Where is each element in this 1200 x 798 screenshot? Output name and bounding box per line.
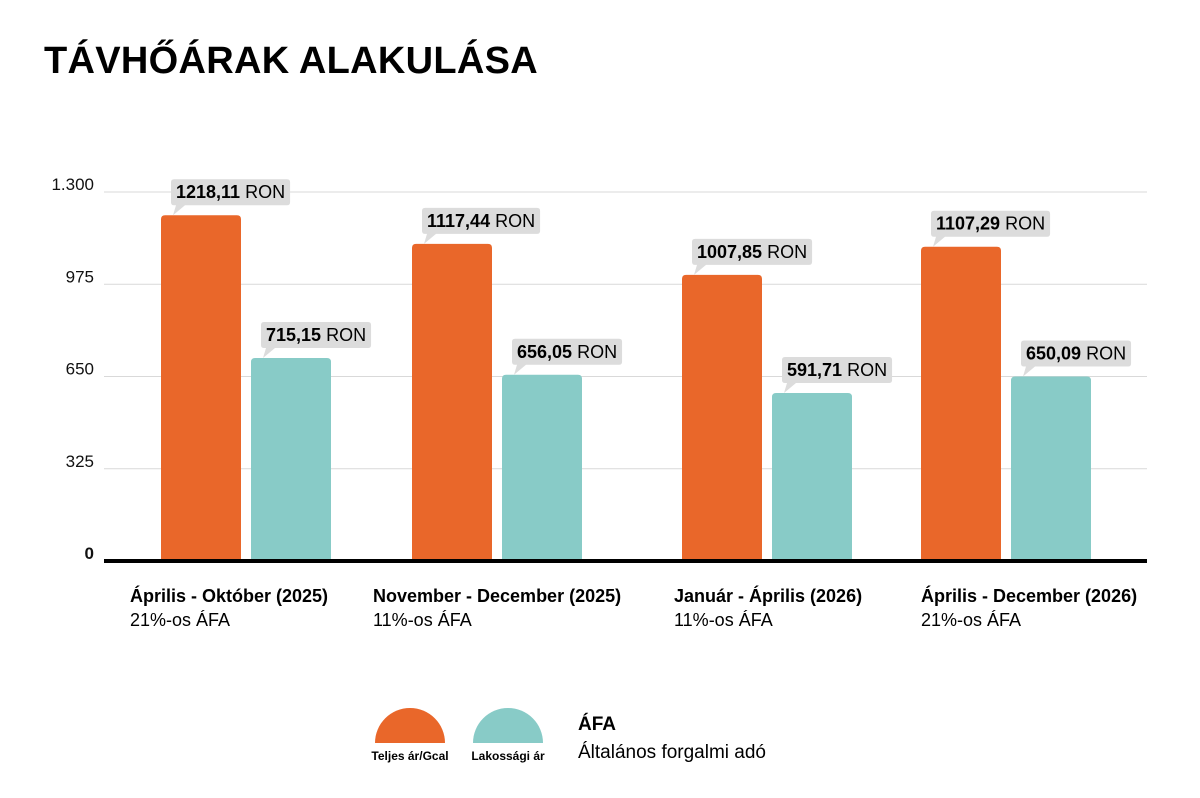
category-sublabel: 21%-os ÁFA — [921, 610, 1021, 630]
legend-label: Teljes ár/Gcal — [371, 749, 448, 763]
category-sublabel: 11%-os ÁFA — [373, 610, 472, 630]
value-label-text: 715,15 RON — [266, 325, 366, 345]
value-label-text: 1218,11 RON — [176, 182, 285, 202]
value-label-number: 591,71 — [787, 360, 842, 380]
legend: Teljes ár/Gcal Lakossági ár — [371, 708, 545, 763]
value-label-number: 1107,29 — [936, 214, 1000, 234]
category-label: November - December (2025) — [373, 586, 621, 606]
value-label-box — [171, 179, 291, 216]
category-sublabel: 21%-os ÁFA — [130, 610, 230, 630]
page-title: TÁVHŐÁRAK ALAKULÁSA — [44, 40, 539, 82]
value-label-number: 656,05 — [517, 342, 572, 362]
value-label-unit: RON — [842, 360, 887, 380]
category-sublabel: 11%-os ÁFA — [674, 610, 773, 630]
value-label: 715,15 RON — [261, 322, 372, 359]
category-label: Április - December (2026) — [921, 585, 1137, 606]
value-label: 1007,85 RON — [692, 238, 813, 275]
value-label-number: 650,09 — [1026, 343, 1081, 363]
vat-note-text: Általános forgalmi adó — [578, 742, 766, 763]
legend-swatch-teljes — [375, 708, 445, 743]
vat-note-title: ÁFA — [578, 713, 616, 735]
value-label-unit: RON — [321, 325, 366, 345]
value-label-box — [1021, 340, 1132, 377]
value-label-number: 1007,85 — [697, 242, 762, 262]
bar-lakossagi-4 — [1011, 376, 1091, 561]
value-label-number: 1218,11 — [176, 182, 240, 202]
value-label-box — [782, 357, 893, 394]
value-label-text: 650,09 RON — [1026, 343, 1126, 363]
x-axis: Április - Október (2025) 21%-os ÁFA Novemb… — [130, 585, 1137, 630]
y-tick-label: 1.300 — [51, 175, 94, 194]
y-tick-label: 975 — [66, 267, 94, 286]
bar-lakossagi-2 — [502, 374, 582, 561]
category-label: Április - Október (2025) — [130, 585, 328, 606]
y-tick-label: 325 — [66, 452, 94, 471]
legend-swatch-lakossagi — [473, 708, 543, 743]
value-label-text: 591,71 RON — [787, 360, 887, 380]
vat-note: ÁFA Általános forgalmi adó — [578, 713, 766, 763]
value-label-text: 1107,29 RON — [936, 214, 1045, 234]
value-label: 1117,44 RON — [422, 207, 541, 244]
bar-teljes-4 — [921, 246, 1001, 561]
value-label-text: 1117,44 RON — [427, 211, 535, 231]
value-label-box — [692, 238, 813, 275]
category-label: Január - Április (2026) — [674, 585, 862, 606]
bar-lakossagi-3 — [772, 393, 852, 561]
value-label-unit: RON — [1000, 214, 1045, 234]
value-label: 650,09 RON — [1021, 340, 1132, 377]
value-label-unit: RON — [762, 242, 807, 262]
legend-label: Lakossági ár — [471, 749, 545, 763]
value-label-number: 715,15 — [266, 325, 321, 345]
value-label-text: 1007,85 RON — [697, 242, 807, 262]
value-label-box — [422, 207, 541, 244]
y-axis: 0 325 650 975 1.300 — [51, 175, 94, 563]
value-label: 591,71 RON — [782, 357, 893, 394]
bar-lakossagi-1 — [251, 358, 331, 561]
value-label-unit: RON — [572, 342, 617, 362]
value-label: 1218,11 RON — [171, 179, 291, 216]
value-label-unit: RON — [490, 211, 535, 231]
value-label-unit: RON — [1081, 343, 1126, 363]
value-label: 656,05 RON — [512, 338, 623, 375]
bars-layer — [161, 215, 1091, 562]
value-label: 1107,29 RON — [931, 210, 1051, 247]
value-label-box — [512, 338, 623, 375]
bar-teljes-3 — [682, 274, 762, 561]
value-label-number: 1117,44 — [427, 211, 490, 231]
value-label-text: 656,05 RON — [517, 342, 617, 362]
value-label-unit: RON — [240, 182, 285, 202]
y-tick-label: 0 — [85, 544, 94, 563]
bar-teljes-2 — [412, 243, 492, 561]
value-label-box — [931, 210, 1051, 247]
bar-teljes-1 — [161, 215, 241, 562]
y-tick-label: 650 — [66, 360, 94, 379]
value-label-box — [261, 322, 372, 359]
